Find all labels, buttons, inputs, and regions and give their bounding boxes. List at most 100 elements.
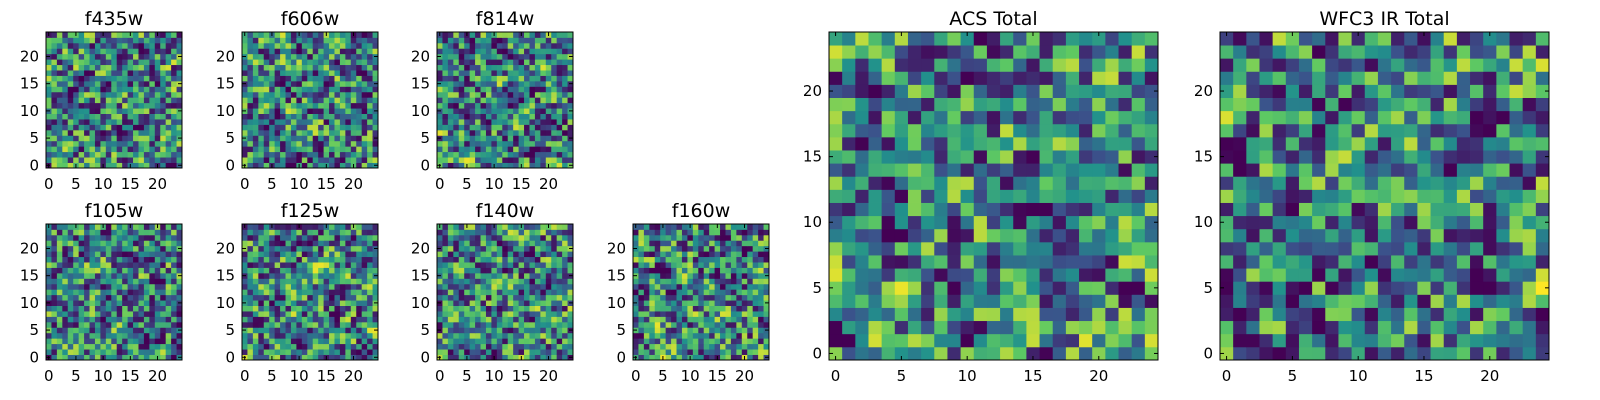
heatmap-cell [842, 215, 856, 230]
heatmap-cell [1092, 202, 1106, 217]
heatmap-cell [372, 240, 379, 247]
y-tick-label: 20 [216, 47, 235, 65]
heatmap-cell [171, 305, 177, 312]
heatmap-cell [247, 59, 254, 66]
x-tick-label: 10 [485, 367, 504, 385]
heatmap-cell [122, 349, 128, 355]
heatmap-cell [725, 311, 732, 317]
heatmap-cell [665, 354, 672, 361]
heatmap-cell [143, 32, 150, 38]
y-tick-label: 0 [29, 156, 39, 174]
heatmap-cell [1013, 346, 1027, 361]
heatmap-cell [367, 113, 373, 120]
heatmap-cell [296, 151, 303, 158]
heatmap-cell [138, 140, 145, 147]
heatmap-cell [290, 327, 297, 334]
heatmap-cell [171, 289, 177, 296]
heatmap-cell [171, 267, 177, 274]
heatmap-cell [747, 234, 754, 241]
heatmap-cell [122, 251, 128, 258]
heatmap-cell [290, 245, 297, 252]
heatmap-cell [350, 102, 357, 109]
heatmap-cell [1026, 320, 1040, 335]
heatmap-cell [94, 162, 101, 169]
heatmap-cell [698, 327, 705, 334]
heatmap-cell [551, 64, 558, 71]
heatmap-cell [502, 86, 509, 93]
heatmap-cell [649, 311, 656, 317]
heatmap-cell [747, 321, 754, 328]
heatmap-cell [350, 80, 357, 87]
heatmap-cell [829, 294, 843, 308]
heatmap-cell [307, 97, 314, 104]
heatmap-cell [491, 327, 498, 334]
heatmap-cell [518, 70, 525, 76]
heatmap-cell [545, 80, 552, 87]
heatmap-cell [356, 256, 363, 263]
heatmap-cell [160, 157, 167, 163]
heatmap-cell [437, 316, 443, 323]
heatmap-cell [78, 289, 85, 296]
heatmap-cell [464, 108, 471, 114]
heatmap-cell [252, 53, 259, 60]
heatmap-cell [111, 267, 118, 274]
heatmap-cell [296, 229, 303, 236]
heatmap-cell [127, 332, 134, 339]
heatmap-cell [258, 162, 265, 169]
heatmap-cell [725, 349, 732, 355]
heatmap-cell [329, 278, 335, 285]
heatmap-cell [301, 224, 308, 230]
heatmap-cell [491, 321, 498, 328]
heatmap-cell [507, 157, 514, 163]
heatmap-cell [280, 157, 286, 163]
heatmap-cell [307, 311, 314, 317]
heatmap-cell [116, 327, 123, 334]
heatmap-cell [551, 229, 558, 236]
heatmap-cell [258, 294, 265, 301]
heatmap-cell [562, 135, 568, 142]
heatmap-cell [171, 151, 177, 158]
heatmap-cell [323, 262, 330, 268]
heatmap-cell [247, 32, 254, 38]
heatmap-cell [263, 311, 270, 317]
heatmap-cell [111, 272, 118, 279]
heatmap-cell [111, 327, 118, 334]
heatmap-cell [269, 278, 276, 285]
heatmap-cell [758, 234, 764, 241]
heatmap-cell [556, 278, 563, 285]
heatmap-cell [551, 245, 558, 252]
heatmap-cell [458, 162, 465, 169]
heatmap-cell [285, 311, 292, 317]
heatmap-cell [176, 151, 183, 158]
heatmap-cell [491, 343, 498, 350]
heatmap-cell [551, 42, 558, 49]
heatmap-cell [165, 48, 172, 55]
heatmap-cell [323, 91, 330, 98]
heatmap-cell [318, 102, 324, 109]
heatmap-cell [280, 267, 286, 274]
heatmap-cell [252, 42, 259, 49]
heatmap-cell [534, 289, 541, 296]
heatmap-cell [280, 59, 286, 66]
heatmap-cell [149, 37, 156, 44]
heatmap-cell [1079, 189, 1093, 203]
heatmap-cell [534, 119, 541, 125]
heatmap-cell [513, 278, 519, 285]
heatmap-cell [676, 234, 683, 241]
heatmap-cell [485, 162, 492, 169]
heatmap-cell [51, 349, 58, 355]
heatmap-cell [133, 289, 139, 296]
heatmap-cell [453, 294, 460, 301]
heatmap-cell [143, 283, 150, 290]
heatmap-cell [133, 48, 139, 55]
heatmap-cell [496, 321, 503, 328]
heatmap-cell [242, 129, 248, 136]
heatmap-cell [323, 59, 330, 66]
heatmap-cell [442, 327, 449, 334]
heatmap-cell [290, 113, 297, 120]
heatmap-cell [127, 327, 134, 334]
heatmap-cell [301, 240, 308, 247]
heatmap-cell [280, 316, 286, 323]
heatmap-cell [502, 97, 509, 104]
heatmap-cell [464, 294, 471, 301]
